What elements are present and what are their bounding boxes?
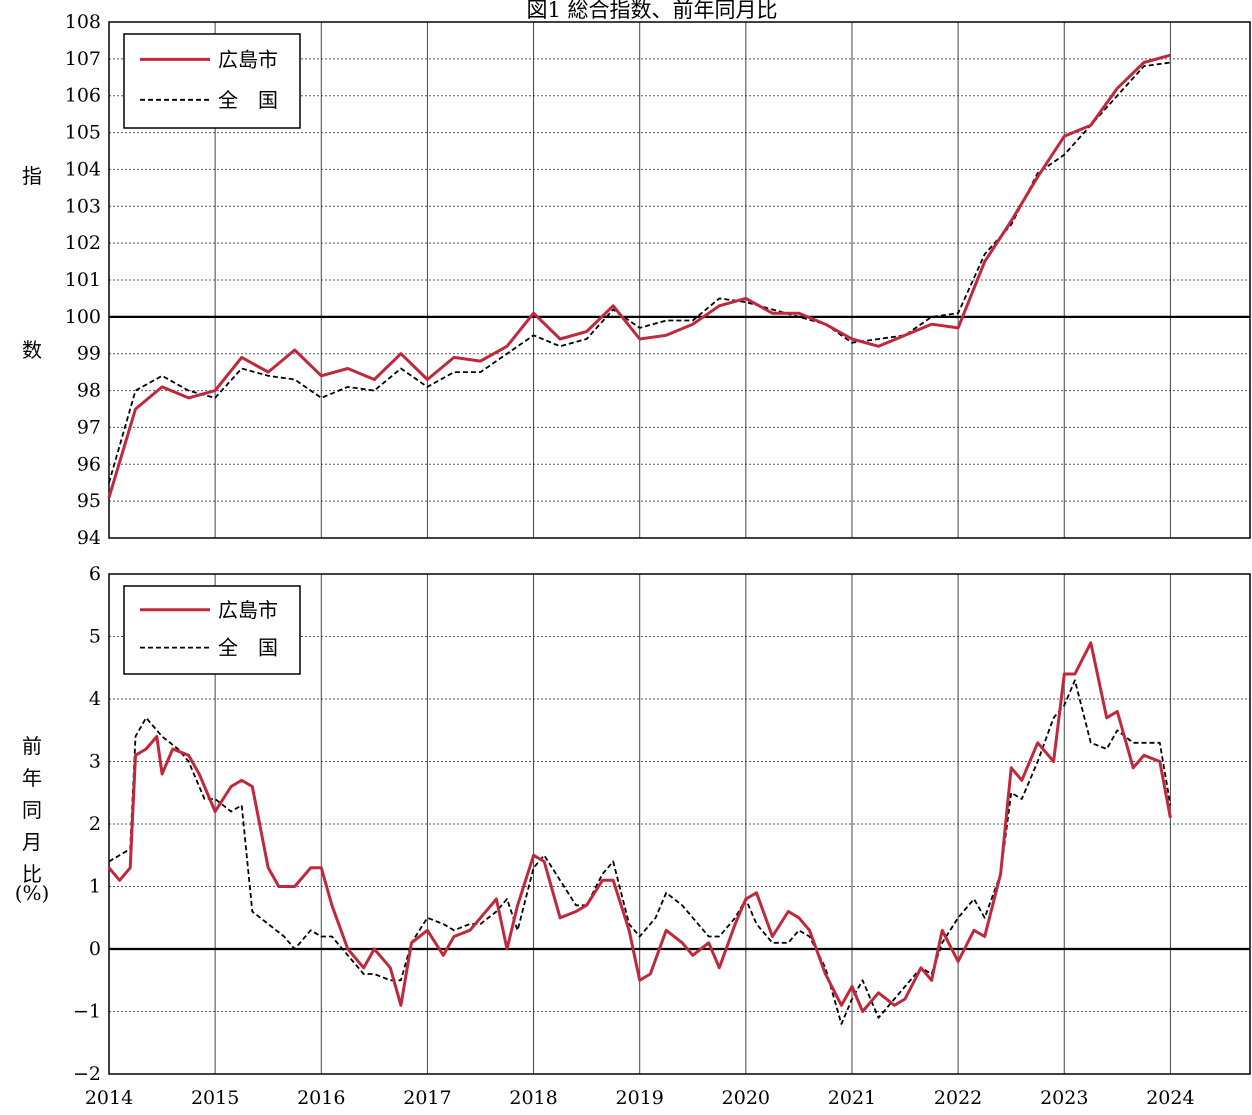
y-tick-label: 0 xyxy=(89,938,101,960)
series-line-hiroshima xyxy=(107,641,1172,1013)
y-tick-label: 103 xyxy=(65,195,101,217)
legend-box xyxy=(123,585,301,675)
x-tick-label: 2023 xyxy=(1040,1087,1088,1109)
x-tick-label: 2017 xyxy=(403,1087,451,1109)
y-tick-label: 102 xyxy=(65,232,101,254)
y-tick-label: 108 xyxy=(65,11,101,33)
series-line-national xyxy=(108,679,1172,1025)
plot-frame xyxy=(108,21,1251,539)
x-tick-label: 2019 xyxy=(616,1087,664,1109)
x-tick-label: 2022 xyxy=(934,1087,982,1109)
y-tick-label: 100 xyxy=(65,306,101,328)
legend-label: 広島市 xyxy=(218,598,278,622)
series-line-national xyxy=(108,61,1171,483)
y-axis-label: 数 xyxy=(22,338,42,362)
y-axis-label: 年 xyxy=(22,766,42,790)
x-tick-label: 2021 xyxy=(828,1087,876,1109)
y-tick-label: 5 xyxy=(89,626,101,648)
y-axis-label: 指 xyxy=(22,164,42,188)
y-tick-label: 101 xyxy=(65,269,101,291)
index-panel: 94 95 96 97 98 99 100 101 102 103 104 105 106 107 108 広… xyxy=(22,11,1251,549)
legend-label: 広島市 xyxy=(218,47,278,71)
x-tick-label: 2015 xyxy=(191,1087,239,1109)
y-tick-label: 107 xyxy=(65,48,101,70)
y-tick-label: −2 xyxy=(73,1063,101,1085)
x-tick-label: 2020 xyxy=(722,1087,770,1109)
y-axis-label: 月 xyxy=(22,830,42,854)
y-tick-label: 95 xyxy=(77,490,101,512)
x-tick-label: 2018 xyxy=(509,1087,557,1109)
yoy-panel: −2 −1 0 1 2 3 4 5 6 2014 2015 2016 2017 2018 2019 2020 2… xyxy=(15,563,1251,1109)
y-tick-label: 96 xyxy=(77,453,101,475)
y-tick-label: 105 xyxy=(65,122,101,144)
y-tick-label: 98 xyxy=(77,380,101,402)
y-tick-label: 1 xyxy=(89,876,101,898)
x-tick-label: 2016 xyxy=(297,1087,345,1109)
y-tick-label: 99 xyxy=(77,343,101,365)
y-tick-label: 106 xyxy=(65,85,101,107)
y-tick-label: 3 xyxy=(89,751,101,773)
y-axis-label: (%) xyxy=(15,881,50,905)
y-tick-label: 104 xyxy=(65,158,101,180)
y-axis-label: 同 xyxy=(22,798,42,822)
y-tick-label: 2 xyxy=(89,813,101,835)
y-tick-label: −1 xyxy=(73,1001,101,1023)
y-tick-label: 6 xyxy=(89,563,101,585)
legend-label: 全 国 xyxy=(218,636,278,660)
legend-box xyxy=(123,33,301,129)
plot-frame xyxy=(108,573,1251,1075)
series-line-hiroshima xyxy=(107,53,1171,498)
legend-label: 全 国 xyxy=(218,88,278,112)
y-axis-label: 前 xyxy=(22,734,42,758)
y-tick-label: 94 xyxy=(77,527,101,549)
x-tick-label: 2014 xyxy=(85,1087,133,1109)
chart-title: 図1 総合指数、前年同月比 xyxy=(526,0,777,22)
x-tick-label: 2024 xyxy=(1146,1087,1194,1109)
y-axis-label: 比 xyxy=(22,862,42,886)
y-tick-label: 4 xyxy=(89,688,101,710)
y-tick-label: 97 xyxy=(77,416,101,438)
